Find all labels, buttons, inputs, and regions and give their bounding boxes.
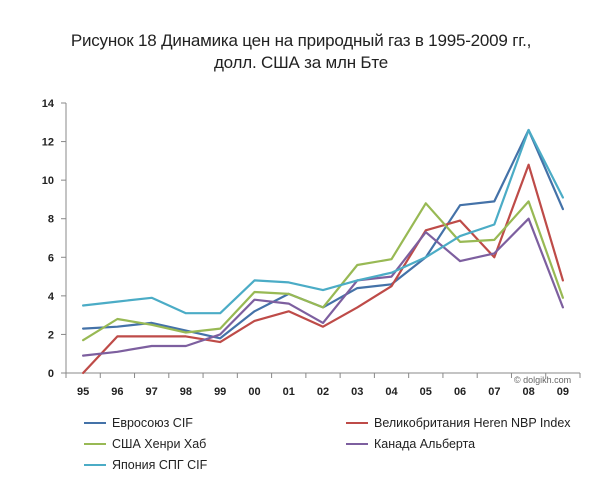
series-line-us — [81, 200, 565, 342]
y-tick-label: 4 — [48, 291, 55, 303]
legend-swatch-uk — [346, 422, 368, 424]
x-tick-label: 02 — [317, 386, 329, 398]
x-tick-label: 05 — [420, 386, 432, 398]
chart-title-line1: Рисунок 18 Динамика цен на природный газ… — [70, 31, 532, 50]
x-tick-label: 99 — [214, 386, 226, 398]
legend-swatch-japan — [84, 464, 106, 466]
x-tick-label: 01 — [283, 386, 295, 398]
x-tick-label: 98 — [180, 386, 192, 398]
x-tick-label: 07 — [488, 386, 500, 398]
chart-title-line2: долл. США за млн Бте — [213, 53, 389, 72]
legend-item-uk: Великобритания Heren NBP Index — [346, 414, 571, 432]
x-tick-label: 96 — [111, 386, 123, 398]
x-tick-label: 95 — [77, 386, 89, 398]
x-tick-label: 97 — [146, 386, 158, 398]
x-tick-label: 09 — [557, 386, 569, 398]
x-tick-label: 00 — [248, 386, 260, 398]
legend-label-japan: Япония СПГ CIF — [112, 458, 208, 472]
series-line-canada — [81, 217, 565, 357]
legend-label-canada: Канада Альберта — [374, 437, 476, 451]
x-tick-label: 03 — [351, 386, 363, 398]
legend-item-us: США Хенри Хаб — [84, 435, 206, 453]
legend-swatch-us — [84, 443, 106, 445]
watermark: © dolgikh.com — [514, 375, 572, 385]
legend-label-eu: Евросоюз CIF — [112, 416, 193, 430]
x-tick-label: 08 — [522, 386, 534, 398]
legend-swatch-eu — [84, 422, 106, 424]
y-tick-label: 10 — [42, 175, 54, 187]
legend-label-us: США Хенри Хаб — [112, 437, 207, 451]
y-tick-label: 0 — [48, 368, 54, 380]
chart-series-lines — [81, 128, 565, 375]
legend-item-japan: Япония СПГ CIF — [84, 456, 207, 474]
y-tick-label: 12 — [42, 137, 54, 149]
series-line-uk — [81, 163, 565, 375]
series-line-japan — [81, 128, 565, 315]
y-tick-label: 2 — [48, 329, 54, 341]
chart-title: Рисунок 18 Динамика цен на природный газ… — [0, 30, 602, 74]
y-tick-label: 8 — [48, 214, 54, 226]
legend-swatch-canada — [346, 443, 368, 445]
x-tick-label: 06 — [454, 386, 466, 398]
legend-item-canada: Канада Альберта — [346, 435, 475, 453]
y-tick-label: 14 — [42, 98, 55, 110]
legend-item-eu: Евросоюз CIF — [84, 414, 193, 432]
x-tick-label: 04 — [385, 386, 398, 398]
legend-label-uk: Великобритания Heren NBP Index — [374, 416, 571, 430]
y-tick-label: 6 — [48, 252, 54, 264]
